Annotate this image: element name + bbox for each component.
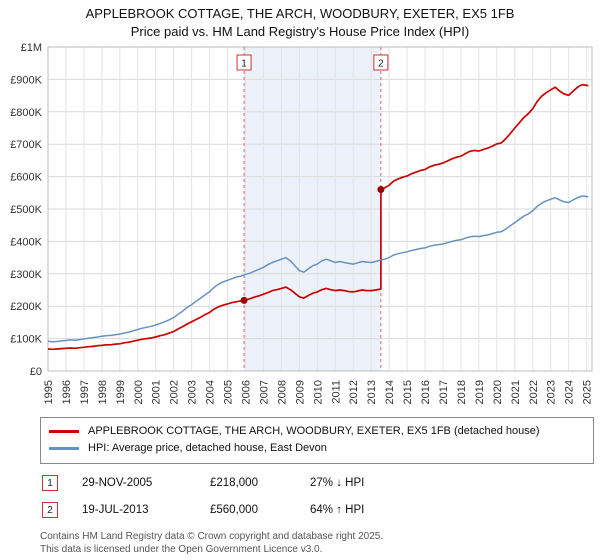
svg-text:2013: 2013 [366, 380, 378, 404]
svg-text:2021: 2021 [510, 380, 522, 404]
svg-text:2010: 2010 [312, 380, 324, 404]
svg-text:£200K: £200K [10, 302, 42, 314]
svg-text:2004: 2004 [205, 380, 217, 404]
svg-text:£1M: £1M [21, 42, 42, 54]
transaction-row: 2 19-JUL-2013 £560,000 64% ↑ HPI [42, 502, 600, 519]
svg-text:1998: 1998 [97, 380, 109, 404]
svg-text:£300K: £300K [10, 269, 42, 281]
svg-text:2024: 2024 [564, 380, 576, 404]
svg-text:2000: 2000 [133, 380, 145, 404]
legend-label-property: APPLEBROOK COTTAGE, THE ARCH, WOODBURY, … [88, 425, 540, 438]
svg-text:2022: 2022 [528, 380, 540, 404]
license-note: Contains HM Land Registry data © Crown c… [40, 531, 600, 556]
transaction-date: 19-JUL-2013 [82, 504, 149, 517]
svg-text:2017: 2017 [438, 380, 450, 404]
svg-text:1999: 1999 [115, 380, 127, 404]
svg-text:£0: £0 [30, 366, 42, 378]
legend-item-property: APPLEBROOK COTTAGE, THE ARCH, WOODBURY, … [49, 423, 585, 440]
transaction-hpi-delta: 64% ↑ HPI [310, 504, 365, 517]
svg-text:£900K: £900K [10, 75, 42, 87]
license-line-1: Contains HM Land Registry data © Crown c… [40, 531, 384, 543]
svg-text:2018: 2018 [456, 380, 468, 404]
svg-text:£600K: £600K [10, 172, 42, 184]
svg-text:1: 1 [241, 59, 247, 70]
svg-text:2009: 2009 [294, 380, 306, 404]
transaction-date: 29-NOV-2005 [82, 477, 153, 490]
svg-text:2025: 2025 [582, 380, 594, 404]
license-line-2: This data is licensed under the Open Gov… [40, 543, 323, 555]
svg-text:2019: 2019 [474, 380, 486, 404]
svg-text:1997: 1997 [79, 380, 91, 404]
svg-text:2012: 2012 [348, 380, 360, 404]
svg-text:2006: 2006 [240, 380, 252, 404]
svg-text:2014: 2014 [384, 380, 396, 404]
svg-text:2023: 2023 [546, 380, 558, 404]
transaction-price: £218,000 [210, 477, 258, 490]
svg-text:£500K: £500K [10, 204, 42, 216]
hpi-line-swatch [49, 447, 79, 451]
svg-text:2016: 2016 [420, 380, 432, 404]
svg-text:1995: 1995 [43, 380, 55, 404]
price-chart: £0 £100K £200K £300K £400K £500K £600K £700K £80… [10, 42, 594, 404]
svg-text:2002: 2002 [169, 380, 181, 404]
title-address: APPLEBROOK COTTAGE, THE ARCH, WOODBURY, … [85, 6, 515, 21]
svg-text:£800K: £800K [10, 107, 42, 119]
svg-text:2008: 2008 [276, 380, 288, 404]
transaction-hpi-delta: 27% ↓ HPI [310, 477, 365, 490]
svg-text:2007: 2007 [258, 380, 270, 404]
chart-title: APPLEBROOK COTTAGE, THE ARCH, WOODBURY, … [0, 0, 600, 41]
svg-text:1996: 1996 [61, 380, 73, 404]
svg-text:£400K: £400K [10, 237, 42, 249]
svg-text:£700K: £700K [10, 140, 42, 152]
transaction-row: 1 29-NOV-2005 £218,000 27% ↓ HPI [42, 475, 600, 492]
property-line-swatch [49, 430, 79, 434]
legend-item-hpi: HPI: Average price, detached house, East… [49, 440, 585, 457]
legend-label-hpi: HPI: Average price, detached house, East… [88, 442, 327, 455]
svg-text:2015: 2015 [402, 380, 414, 404]
chart-legend: APPLEBROOK COTTAGE, THE ARCH, WOODBURY, … [40, 417, 594, 465]
svg-text:£100K: £100K [10, 334, 42, 346]
svg-text:2011: 2011 [330, 380, 342, 404]
svg-text:2020: 2020 [492, 380, 504, 404]
svg-text:2005: 2005 [223, 380, 235, 404]
svg-text:2001: 2001 [151, 380, 163, 404]
svg-text:2: 2 [378, 59, 384, 70]
title-subtitle: Price paid vs. HM Land Registry's House … [130, 24, 470, 40]
transaction-price: £560,000 [210, 504, 258, 517]
marker-2-badge: 2 [42, 502, 58, 519]
svg-text:2003: 2003 [187, 380, 199, 404]
marker-1-badge: 1 [42, 475, 58, 492]
